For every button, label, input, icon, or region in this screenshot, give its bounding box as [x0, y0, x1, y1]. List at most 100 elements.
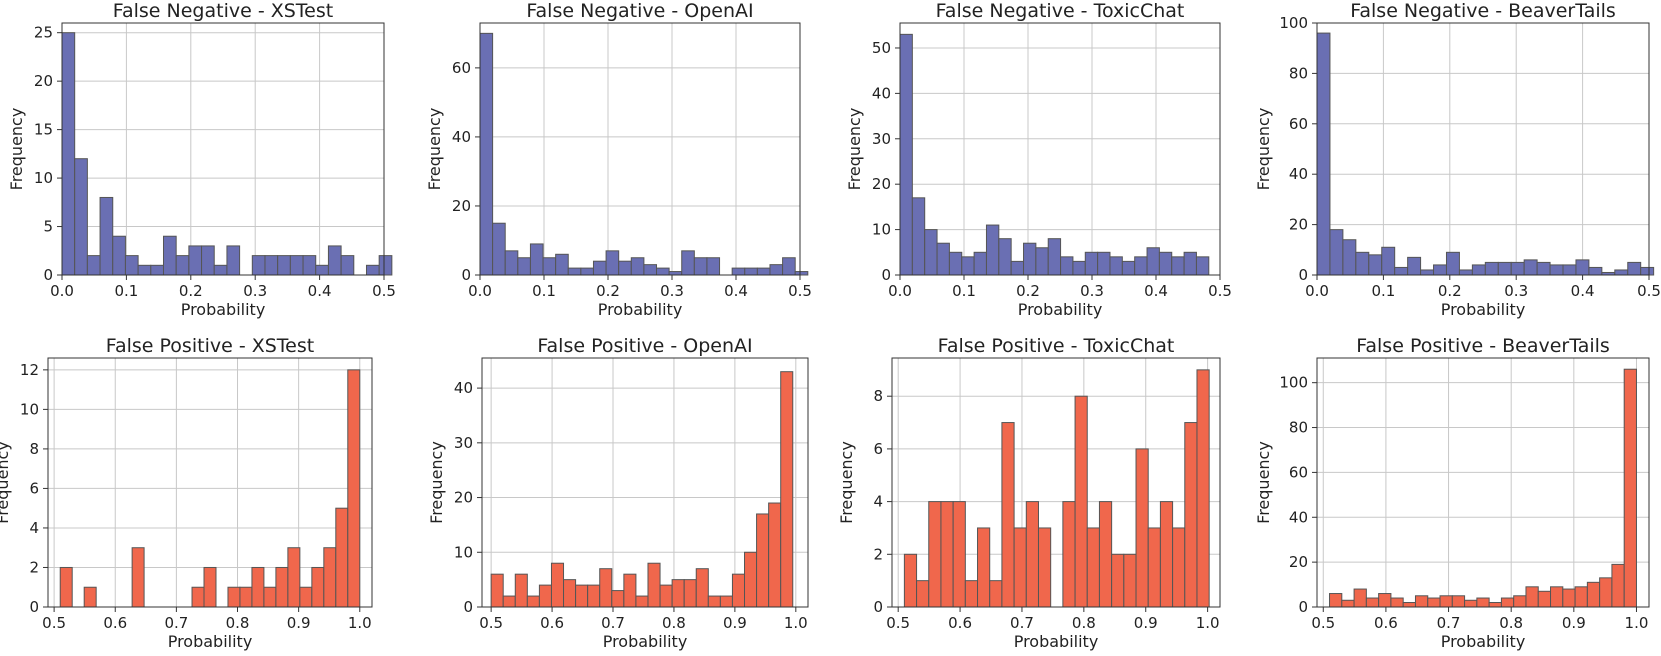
histogram-bar [289, 255, 304, 276]
histogram-bar [1550, 586, 1564, 608]
y-tick-label: 20 [454, 489, 473, 507]
chart-title: False Positive - BeaverTails [1356, 335, 1610, 357]
histogram-bar [1549, 264, 1564, 276]
histogram-bar [1513, 595, 1527, 608]
x-tick-label: 0.5 [886, 614, 910, 632]
y-tick-label: 2 [873, 545, 883, 563]
histogram-bar [911, 197, 926, 276]
histogram-bar [599, 568, 613, 608]
chart-title: False Negative - ToxicChat [936, 0, 1185, 22]
histogram-bar [1523, 259, 1538, 276]
histogram-bar [1427, 597, 1441, 608]
histogram-bar [1458, 269, 1473, 276]
x-tick-label: 0.3 [660, 282, 684, 300]
histogram-panel-2: 0.0 0.1 0.2 0.3 0.4 0.5 0 20 40 60 False Negative … [425, 0, 812, 319]
histogram-bar [899, 33, 913, 276]
histogram-bar [1537, 590, 1552, 608]
y-tick-label: 40 [1289, 508, 1308, 526]
histogram-bar [61, 32, 76, 276]
histogram-bar [998, 238, 1012, 276]
x-tick-label: 1.0 [784, 614, 808, 632]
histogram-panel-1: 0.0 0.1 0.2 0.3 0.4 0.5 0 5 10 15 20 25 False Negati… [7, 0, 396, 319]
histogram-bar [1013, 527, 1027, 608]
x-tick-label: 0.3 [1080, 282, 1104, 300]
histogram-bar [1084, 251, 1099, 276]
y-tick-label: 40 [452, 128, 471, 146]
y-tick-label: 100 [1279, 374, 1308, 392]
histogram-bar [335, 507, 349, 608]
y-tick-label: 80 [1289, 64, 1308, 82]
histogram-bar [86, 255, 101, 276]
histogram-bar [1574, 586, 1588, 608]
histogram-bar [1355, 251, 1370, 276]
y-tick-label: 60 [1289, 115, 1308, 133]
histogram-bar [1316, 32, 1331, 276]
histogram-bar [162, 235, 177, 276]
histogram-bar [1484, 261, 1499, 276]
histogram-bar [492, 222, 506, 276]
axes-frame [891, 357, 1221, 608]
x-axis-label: Probability [598, 300, 683, 319]
histogram-bar [695, 568, 709, 608]
histogram-bar [1146, 247, 1160, 276]
histogram-bar [226, 245, 241, 276]
x-tick-label: 0.1 [532, 282, 556, 300]
histogram-bar [1098, 501, 1113, 608]
histogram-bar [756, 513, 770, 608]
x-tick-label: 0.8 [662, 614, 686, 632]
histogram-panel-4: 0.0 0.1 0.2 0.3 0.4 0.5 0 20 40 60 80 100 False Nega… [1254, 0, 1661, 319]
histogram-panel-8: 0.5 0.6 0.7 0.8 0.9 1.0 0 20 40 60 80 100 False Posi… [1254, 335, 1650, 651]
histogram-bar [264, 255, 279, 276]
histogram-bar [780, 371, 794, 608]
histogram-bar [647, 562, 661, 608]
histogram-bar [1471, 264, 1486, 276]
histogram-bar [526, 595, 540, 608]
histogram-bar [1010, 260, 1025, 276]
x-axis-label: Probability [181, 300, 266, 319]
histogram-bar [756, 267, 771, 276]
histogram-bar [671, 579, 685, 608]
histogram-bar [490, 573, 504, 608]
histogram-bar [1488, 602, 1502, 608]
y-tick-label: 10 [34, 169, 53, 187]
x-tick-label: 0.9 [1562, 614, 1586, 632]
histogram-bar [514, 573, 528, 608]
x-tick-label: 0.4 [1571, 282, 1595, 300]
x-tick-label: 0.7 [1010, 614, 1034, 632]
chart-title: False Negative - OpenAI [526, 0, 753, 22]
histogram-bar [1074, 395, 1088, 608]
y-tick-label: 4 [29, 519, 39, 537]
histogram-bar [137, 264, 152, 276]
histogram-panel-3: 0.0 0.1 0.2 0.3 0.4 0.5 0 10 20 30 40 50 False Negat… [845, 0, 1232, 319]
histogram-bar [706, 257, 721, 276]
histogram-bar [1158, 251, 1173, 276]
histogram-bar [504, 250, 519, 276]
x-tick-label: 0.9 [287, 614, 311, 632]
x-tick-label: 0.6 [1374, 614, 1398, 632]
histogram-bar [347, 369, 361, 608]
histogram-bar [916, 580, 930, 608]
histogram-bar [1353, 588, 1367, 608]
histogram-bar [1111, 553, 1125, 608]
y-tick-label: 0 [881, 266, 891, 284]
histogram-bar [1172, 527, 1186, 608]
y-axis-label: Frequency [7, 108, 26, 191]
histogram-bar [287, 547, 301, 608]
histogram-bar [744, 551, 758, 608]
x-tick-label: 1.0 [348, 614, 372, 632]
histogram-bar [1135, 448, 1149, 608]
histogram-bar [635, 595, 649, 608]
histogram-bar [555, 253, 569, 276]
histogram-bar [1402, 602, 1416, 608]
histogram-panel-5: 0.5 0.6 0.7 0.8 0.9 1.0 0 2 4 6 8 10 12 False Positiv… [0, 335, 373, 651]
histogram-bar [731, 573, 746, 608]
y-tick-label: 10 [872, 221, 891, 239]
histogram-bar [1627, 261, 1642, 276]
histogram-bar [928, 501, 942, 608]
y-tick-label: 0 [463, 598, 473, 616]
histogram-bar [1525, 586, 1539, 608]
y-tick-label: 0 [43, 266, 53, 284]
histogram-bar [340, 255, 355, 276]
histogram-bar [277, 255, 291, 276]
